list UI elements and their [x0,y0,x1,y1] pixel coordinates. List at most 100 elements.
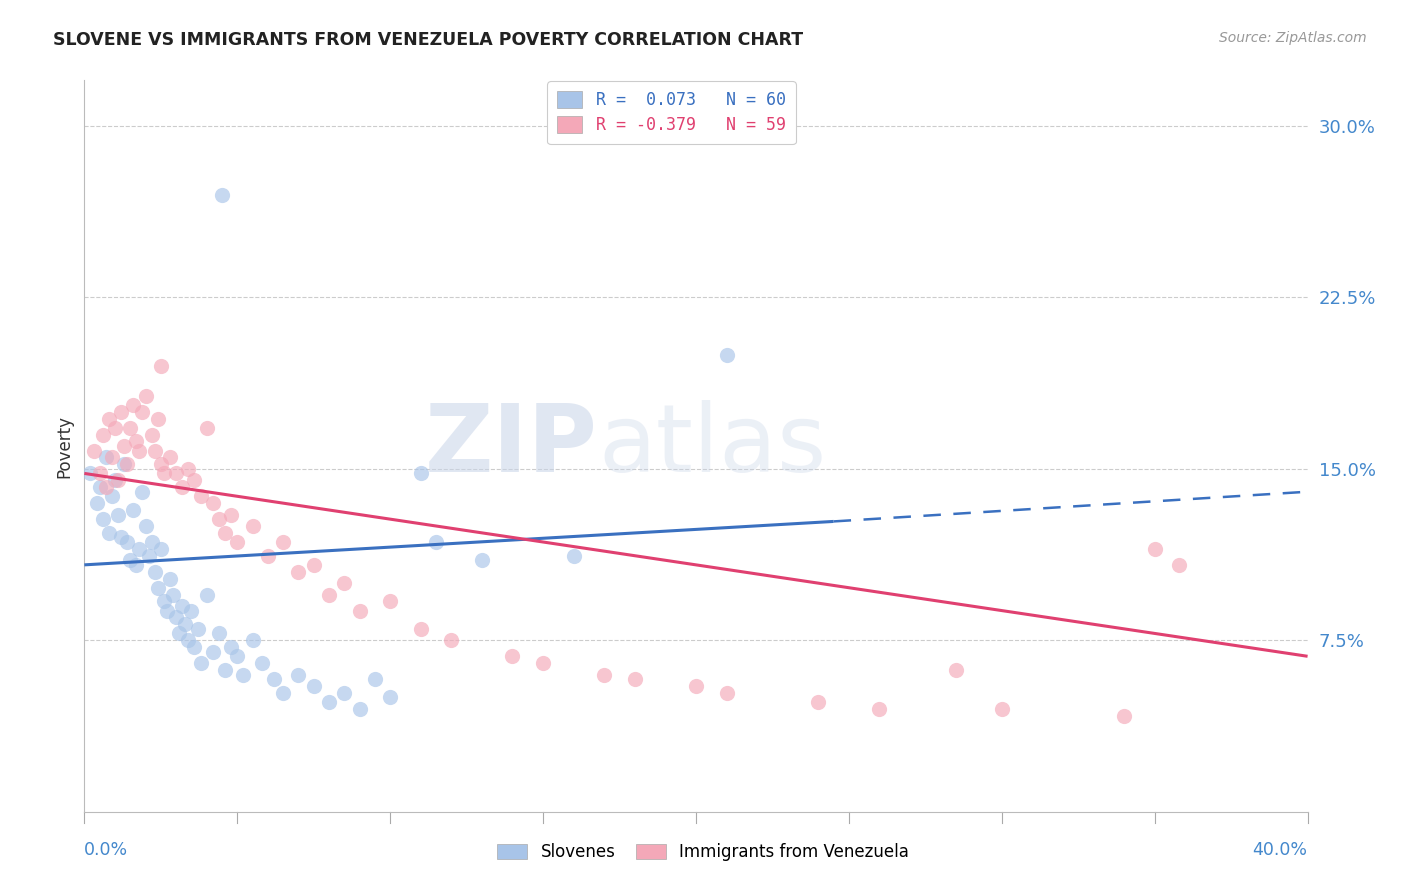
Point [172,599,194,613]
Point [183,473,205,487]
Point [104,421,127,435]
Point [146,581,169,595]
Point [531,656,554,670]
Point [112,439,135,453]
Point [232,667,254,681]
Point [122,398,145,412]
Point [318,695,340,709]
Legend: R =  0.073   N = 60, R = -0.379   N = 59: R = 0.073 N = 60, R = -0.379 N = 59 [547,81,796,145]
Point [115,535,138,549]
Point [562,549,585,563]
Point [120,553,142,567]
Point [125,558,148,572]
Point [138,549,160,563]
Point [195,421,218,435]
Point [593,667,616,681]
Text: Source: ZipAtlas.com: Source: ZipAtlas.com [1219,31,1367,45]
Point [101,489,124,503]
Point [409,622,432,636]
Point [159,450,181,465]
Point [112,458,135,472]
Point [302,679,325,693]
Point [502,649,524,664]
Point [440,633,463,648]
Point [201,496,224,510]
Point [271,686,294,700]
Point [120,421,142,435]
Point [1114,708,1136,723]
Point [242,633,264,648]
Point [91,427,114,442]
Point [380,690,402,705]
Point [149,458,172,472]
Point [186,622,208,636]
Point [110,405,132,419]
Point [685,679,707,693]
Legend: Slovenes, Immigrants from Venezuela: Slovenes, Immigrants from Venezuela [491,837,915,868]
Point [79,467,101,481]
Point [869,702,891,716]
Point [97,525,120,540]
Point [86,496,108,510]
Point [716,686,738,700]
Point [156,604,179,618]
Point [141,427,163,442]
Point [177,462,200,476]
Point [991,702,1014,716]
Point [122,503,145,517]
Point [94,450,117,465]
Point [208,626,231,640]
Point [425,535,447,549]
Point [128,443,150,458]
Point [91,512,114,526]
Point [380,594,402,608]
Point [1143,541,1166,556]
Point [153,594,176,608]
Point [143,565,166,579]
Point [115,458,138,472]
Point [125,434,148,449]
Point [153,467,176,481]
Point [131,405,153,419]
Point [287,565,309,579]
Point [165,610,187,624]
Point [208,512,231,526]
Point [146,411,169,425]
Point [195,588,218,602]
Point [471,553,494,567]
Point [143,443,166,458]
Point [219,640,242,655]
Point [409,467,432,481]
Point [162,588,184,602]
Point [174,617,197,632]
Text: ZIP: ZIP [425,400,598,492]
Point [263,672,285,686]
Point [165,467,187,481]
Point [333,576,356,591]
Point [945,663,967,677]
Point [107,508,129,522]
Point [135,389,157,403]
Point [318,588,340,602]
Point [214,663,236,677]
Point [83,443,105,458]
Point [89,467,111,481]
Point [226,535,249,549]
Point [167,626,190,640]
Point [107,473,129,487]
Point [135,519,157,533]
Point [180,604,202,618]
Point [201,645,224,659]
Point [1168,558,1191,572]
Point [349,702,371,716]
Point [257,549,280,563]
Point [172,480,194,494]
Point [219,508,242,522]
Point [214,525,236,540]
Point [211,187,233,202]
Point [89,480,111,494]
Point [807,695,830,709]
Point [333,686,356,700]
Point [349,604,371,618]
Point [97,411,120,425]
